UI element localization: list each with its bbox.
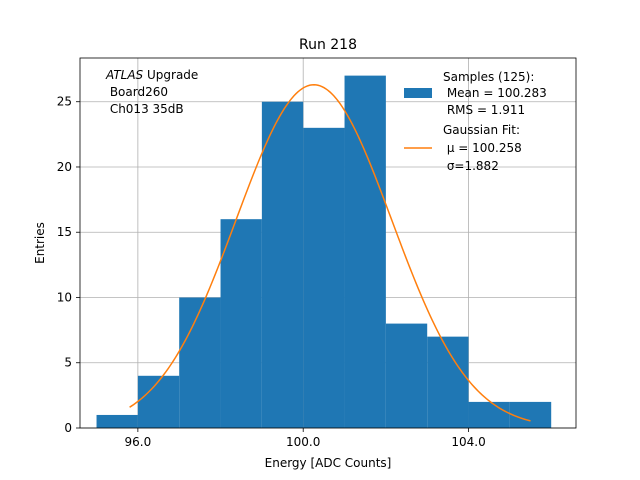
- gaussian-fit-curve: [129, 84, 531, 422]
- x-axis-label: Energy [ADC Counts]: [265, 456, 392, 470]
- histogram-bar: [385, 323, 428, 428]
- y-tick-label: 10: [57, 290, 72, 304]
- annotation-atlas-word: ATLAS: [105, 68, 144, 82]
- histogram-bar: [179, 297, 221, 428]
- y-axis-label: Entries: [33, 222, 47, 264]
- plot-frame: [79, 57, 577, 429]
- y-tick-label: 0: [64, 421, 72, 435]
- histogram-bar: [509, 401, 552, 428]
- annotation-line-1: ATLAS Upgrade: [105, 68, 198, 82]
- histogram-bar: [96, 414, 138, 428]
- histogram-bar: [303, 127, 345, 428]
- histogram-bar: [137, 375, 180, 428]
- histogram-bar: [468, 401, 510, 428]
- legend-hist-line-3: RMS = 1.911: [443, 103, 525, 117]
- histogram-bar: [427, 336, 469, 428]
- x-tick-label: 96.0: [125, 435, 152, 449]
- x-tick-label: 104.0: [451, 435, 485, 449]
- x-axis-ticks: 96.0 100.0 104.0: [125, 428, 486, 449]
- histogram-bar: [220, 219, 262, 428]
- y-tick-label: 5: [64, 356, 72, 370]
- x-tick-label: 100.0: [286, 435, 320, 449]
- y-tick-label: 15: [57, 225, 72, 239]
- legend-hist-line-1: Samples (125):: [443, 70, 534, 84]
- annotation-line-2: Board260: [106, 85, 168, 99]
- chart-title: Run 218: [299, 37, 357, 53]
- legend: Samples (125): Mean = 100.283 RMS = 1.91…: [404, 70, 547, 173]
- legend-fit-line-3: σ=1.882: [443, 159, 499, 173]
- y-axis-ticks: 0 5 10 15 20 25: [57, 95, 80, 435]
- annotation-block: ATLAS Upgrade Board260 Ch013 35dB: [105, 68, 198, 116]
- legend-histogram-swatch: [404, 88, 432, 98]
- annotation-upgrade-word: Upgrade: [143, 68, 198, 82]
- legend-hist-line-2: Mean = 100.283: [443, 86, 547, 100]
- y-tick-label: 20: [57, 160, 72, 174]
- annotation-line-3: Ch013 35dB: [106, 102, 184, 116]
- legend-fit-line-2: μ = 100.258: [443, 141, 522, 155]
- legend-fit-line-1: Gaussian Fit:: [443, 123, 520, 137]
- y-tick-label: 25: [57, 95, 72, 109]
- histogram-bar: [261, 101, 304, 428]
- histogram-bar: [344, 75, 386, 428]
- histogram-bars: [96, 75, 552, 428]
